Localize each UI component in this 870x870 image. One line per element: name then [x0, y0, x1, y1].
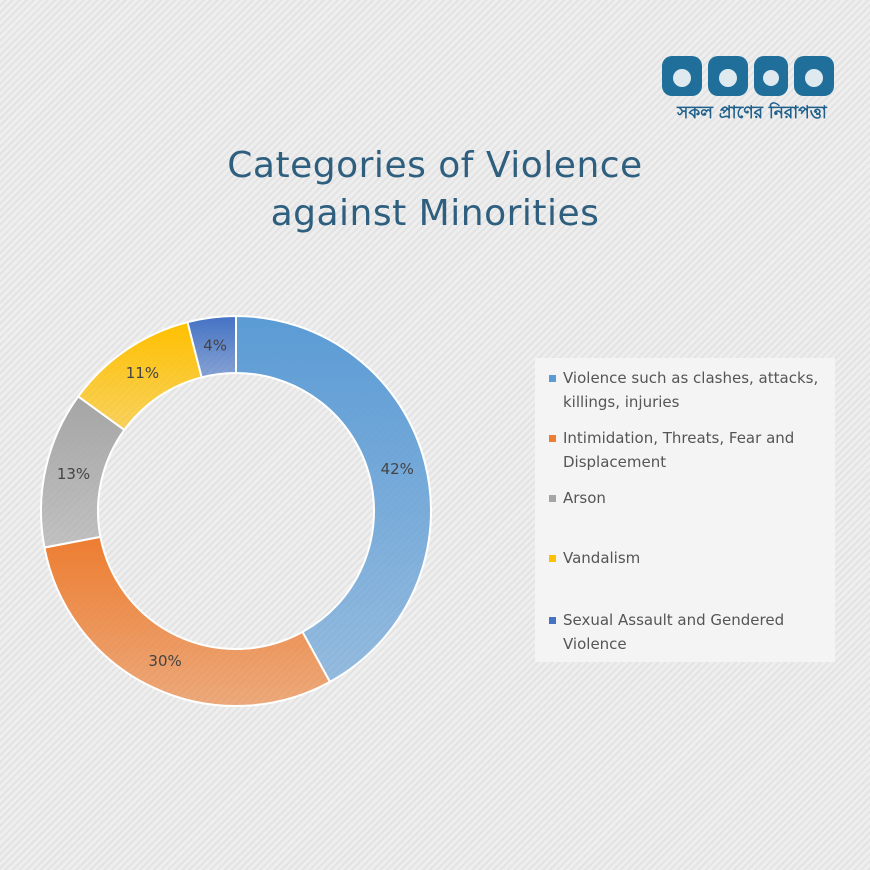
legend-label: Vandalism	[563, 549, 641, 567]
legend-label: Sexual Assault and Gendered Violence	[563, 611, 785, 653]
legend-label: Violence such as clashes, attacks, killi…	[563, 369, 819, 411]
data-label: 11%	[126, 364, 159, 382]
legend-item: Intimidation, Threats, Fear and Displace…	[549, 426, 843, 474]
donut-slice	[235, 314, 432, 684]
tagline: সকল প্রাণের নিরাপত্তা	[677, 103, 827, 123]
legend-swatch	[549, 435, 556, 442]
legend-item: Arson	[549, 486, 843, 510]
legend-item: Vandalism	[549, 546, 843, 570]
legend-swatch	[549, 495, 556, 502]
legend-item: Violence such as clashes, attacks, killi…	[549, 366, 843, 414]
donut-slice	[43, 535, 332, 707]
legend-label: Arson	[563, 489, 606, 507]
data-label: 42%	[381, 460, 414, 478]
legend: Violence such as clashes, attacks, killi…	[535, 358, 835, 662]
legend-swatch	[549, 617, 556, 624]
legend-swatch	[549, 375, 556, 382]
legend-label: Intimidation, Threats, Fear and Displace…	[563, 429, 795, 471]
logo	[662, 56, 834, 96]
chart-title: Categories of Violence against Minoritie…	[227, 145, 643, 234]
donut-slice	[186, 314, 237, 379]
data-label: 13%	[57, 465, 90, 483]
legend-item: Sexual Assault and Gendered Violence	[549, 608, 843, 656]
data-label: 4%	[203, 336, 227, 354]
data-label: 30%	[148, 652, 181, 670]
legend-swatch	[549, 555, 556, 562]
